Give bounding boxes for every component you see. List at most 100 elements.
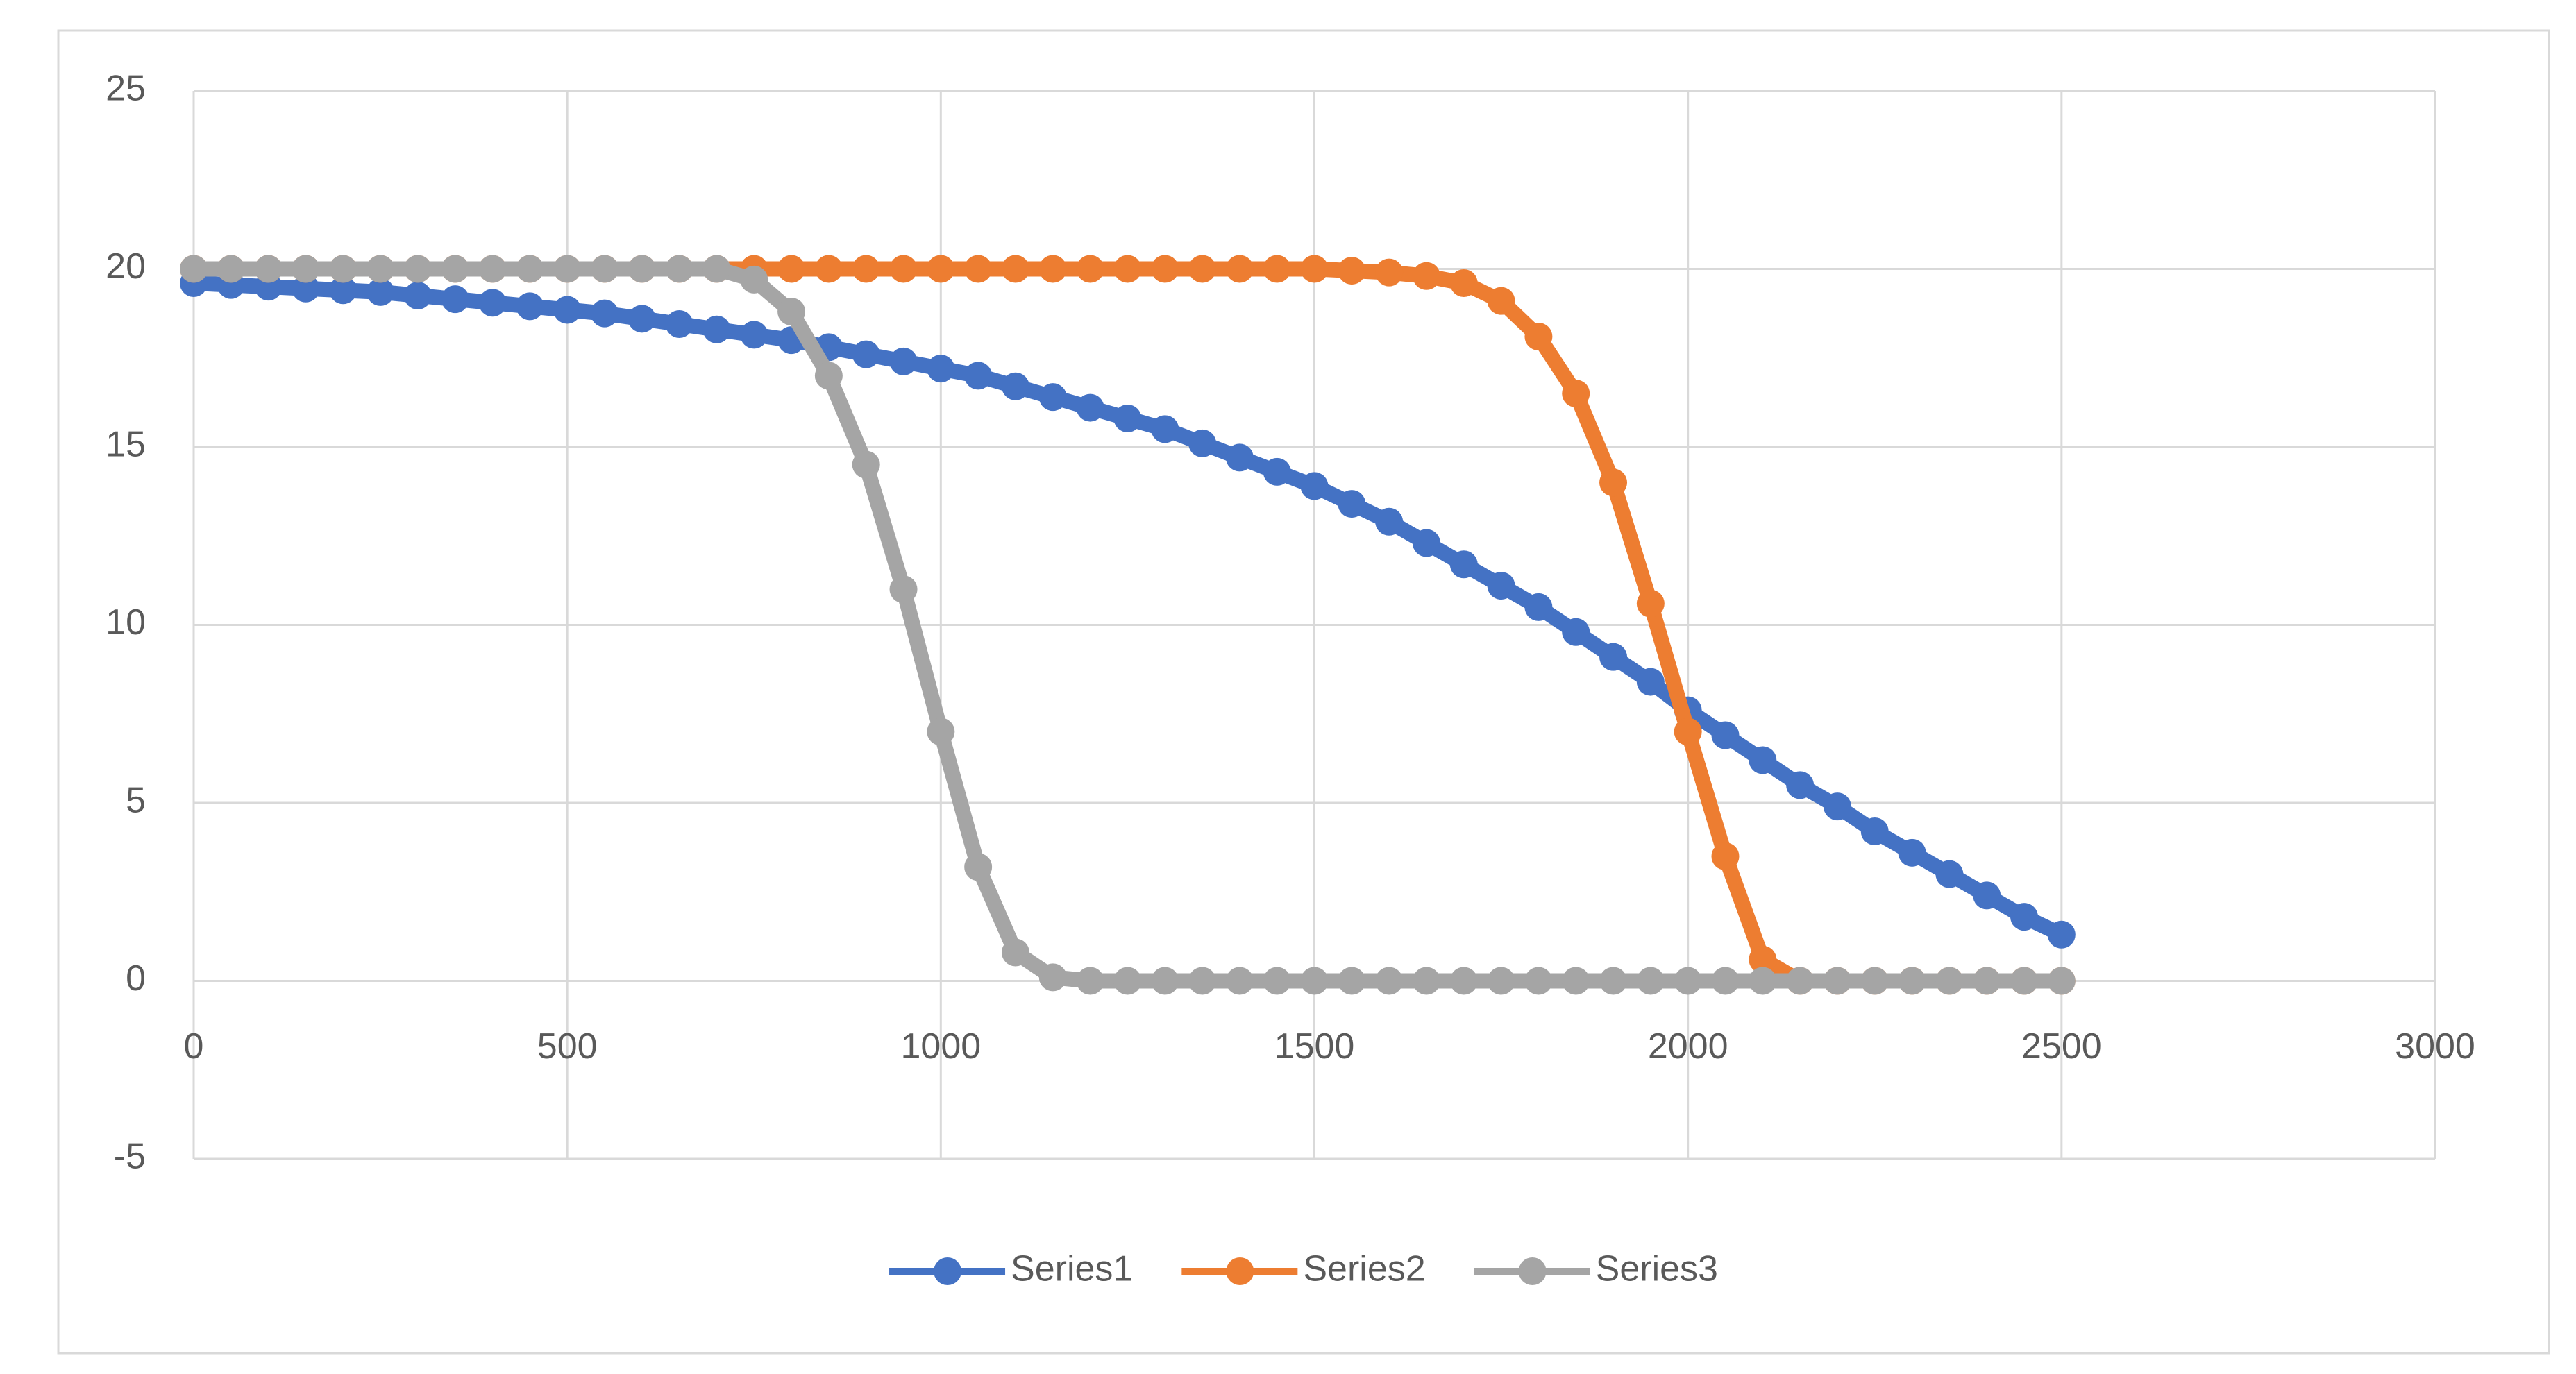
data-point bbox=[628, 255, 656, 283]
data-point bbox=[1973, 881, 2001, 910]
data-point bbox=[1338, 257, 1366, 285]
legend-marker bbox=[1518, 1257, 1547, 1285]
data-point bbox=[441, 255, 469, 283]
legend-label: Series3 bbox=[1596, 1249, 1718, 1289]
data-point bbox=[329, 276, 357, 305]
data-point bbox=[1599, 967, 1628, 995]
data-point bbox=[1038, 383, 1067, 412]
data-point bbox=[1599, 468, 1628, 497]
x-tick-label: 1000 bbox=[900, 1026, 981, 1067]
data-point bbox=[590, 299, 618, 328]
data-point bbox=[516, 255, 544, 283]
data-point bbox=[1338, 490, 1366, 518]
data-point bbox=[1225, 255, 1254, 283]
data-point bbox=[1860, 967, 1889, 995]
legend-entry: Series2 bbox=[1181, 1249, 1426, 1289]
data-point bbox=[1749, 746, 1777, 774]
data-point bbox=[1487, 287, 1515, 315]
data-point bbox=[964, 853, 993, 881]
legend-entry: Series3 bbox=[1474, 1249, 1718, 1289]
data-point bbox=[1412, 967, 1440, 995]
data-point bbox=[1113, 404, 1142, 432]
data-point bbox=[1973, 967, 2001, 995]
data-point bbox=[1300, 472, 1329, 500]
data-point bbox=[441, 285, 469, 314]
data-point bbox=[180, 255, 208, 283]
data-point bbox=[1935, 967, 1964, 995]
data-point bbox=[1300, 255, 1329, 283]
data-point bbox=[1001, 372, 1029, 400]
data-point bbox=[1038, 963, 1067, 992]
data-point bbox=[1674, 967, 1702, 995]
data-point bbox=[478, 289, 507, 317]
data-point bbox=[1636, 668, 1665, 696]
data-point bbox=[329, 255, 357, 283]
data-point bbox=[403, 255, 432, 283]
data-point bbox=[2047, 967, 2076, 995]
data-point bbox=[927, 718, 955, 746]
data-point bbox=[1562, 380, 1590, 408]
y-tick-label: -5 bbox=[114, 1137, 146, 1177]
data-point bbox=[1300, 967, 1329, 995]
data-point bbox=[1225, 443, 1254, 472]
data-point bbox=[1449, 967, 1478, 995]
data-point bbox=[1188, 255, 1217, 283]
data-point bbox=[1636, 967, 1665, 995]
data-point bbox=[852, 450, 880, 479]
data-point bbox=[1151, 967, 1179, 995]
y-tick-label: 25 bbox=[106, 69, 146, 109]
x-tick-label: 2500 bbox=[2021, 1026, 2102, 1067]
data-point bbox=[740, 321, 768, 349]
data-point bbox=[1898, 838, 1926, 867]
legend-label: Series2 bbox=[1303, 1249, 1425, 1289]
data-point bbox=[1487, 572, 1515, 600]
data-point bbox=[590, 255, 618, 283]
data-point bbox=[292, 274, 320, 303]
data-point bbox=[1711, 967, 1740, 995]
legend-marker bbox=[1226, 1257, 1254, 1285]
data-point bbox=[1935, 860, 1964, 888]
data-point bbox=[1636, 589, 1665, 618]
y-tick-label: 0 bbox=[126, 958, 146, 999]
data-point bbox=[702, 315, 731, 344]
data-point bbox=[628, 305, 656, 333]
data-point bbox=[1860, 817, 1889, 846]
data-point bbox=[889, 575, 918, 604]
data-point bbox=[740, 265, 768, 294]
data-point bbox=[516, 292, 544, 321]
data-point bbox=[889, 347, 918, 375]
data-point bbox=[1449, 269, 1478, 298]
data-point bbox=[1001, 938, 1029, 967]
x-tick-label: 3000 bbox=[2395, 1026, 2475, 1067]
legend-entry: Series1 bbox=[889, 1249, 1133, 1289]
data-point bbox=[852, 255, 880, 283]
data-point bbox=[217, 255, 245, 283]
data-point bbox=[927, 355, 955, 383]
data-point bbox=[814, 255, 843, 283]
data-point bbox=[2010, 967, 2039, 995]
data-point bbox=[1375, 507, 1404, 536]
data-point bbox=[777, 255, 806, 283]
data-point bbox=[665, 255, 693, 283]
y-tick-label: 5 bbox=[126, 781, 146, 821]
data-point bbox=[1711, 721, 1740, 749]
data-point bbox=[1711, 842, 1740, 870]
data-point bbox=[1487, 967, 1515, 995]
data-point bbox=[1263, 457, 1291, 486]
data-point bbox=[1225, 967, 1254, 995]
data-point bbox=[1076, 393, 1104, 422]
data-point bbox=[1524, 322, 1553, 350]
legend-label: Series1 bbox=[1011, 1249, 1133, 1289]
data-point bbox=[367, 278, 395, 306]
data-point bbox=[1599, 643, 1628, 671]
data-point bbox=[553, 296, 582, 324]
data-point bbox=[1786, 771, 1815, 799]
data-point bbox=[964, 362, 993, 390]
legend-marker bbox=[934, 1257, 962, 1285]
data-point bbox=[2010, 903, 2039, 931]
data-point bbox=[1449, 550, 1478, 579]
data-point bbox=[1151, 255, 1179, 283]
data-point bbox=[1375, 967, 1404, 995]
data-point bbox=[1524, 593, 1553, 621]
